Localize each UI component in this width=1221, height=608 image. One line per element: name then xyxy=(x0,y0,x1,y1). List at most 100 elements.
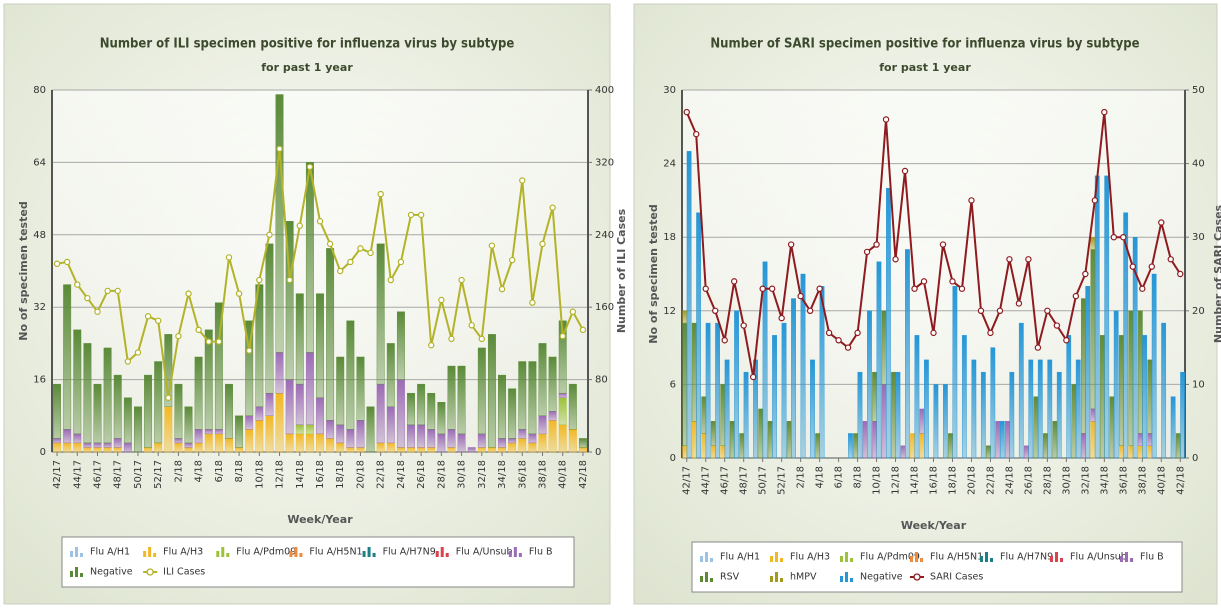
line-marker xyxy=(702,285,709,292)
line-marker xyxy=(721,337,728,344)
bar xyxy=(83,343,92,444)
bar xyxy=(739,433,745,459)
bar xyxy=(1113,310,1119,459)
bar xyxy=(1043,433,1048,459)
bar xyxy=(1137,445,1143,459)
line-marker xyxy=(863,248,871,256)
x-tick-label: 38/18 xyxy=(537,460,548,489)
x-tick-label: 18/18 xyxy=(947,466,958,495)
line-marker xyxy=(337,267,344,275)
bar xyxy=(93,383,102,444)
legend-symbol xyxy=(700,576,703,582)
bar xyxy=(346,429,355,448)
x-axis-label: Week/Year xyxy=(901,519,967,532)
legend-symbol xyxy=(710,578,713,582)
y-axis-label: No of specimen tested xyxy=(17,201,30,340)
legend-symbol xyxy=(440,547,444,557)
bar xyxy=(548,356,557,412)
line-marker xyxy=(175,332,182,340)
y-tick-label: 6 xyxy=(670,379,676,390)
line-marker xyxy=(205,338,212,345)
bar xyxy=(437,433,446,453)
bar xyxy=(815,433,821,459)
legend-symbol xyxy=(710,558,713,562)
bar xyxy=(113,438,122,448)
bar xyxy=(518,438,527,453)
bar xyxy=(1147,445,1153,459)
line-marker xyxy=(968,197,975,204)
bar xyxy=(1123,212,1129,459)
legend-symbol xyxy=(770,576,773,582)
line-marker xyxy=(215,338,223,345)
y-tick-label: 18 xyxy=(663,232,676,243)
bar xyxy=(710,421,716,446)
line-marker xyxy=(256,276,263,284)
legend-label: Flu A/Pdm09 xyxy=(860,552,920,563)
bar xyxy=(528,433,537,444)
bar xyxy=(872,421,877,459)
x-tick-label: 40/18 xyxy=(1156,466,1167,495)
legend-symbol xyxy=(920,558,923,562)
x-tick-label: 32/18 xyxy=(1080,466,1091,495)
line-marker xyxy=(428,342,435,349)
bar xyxy=(682,310,688,324)
bar xyxy=(386,406,395,444)
bar xyxy=(184,406,193,444)
y-tick-label: 12 xyxy=(663,306,676,317)
bar xyxy=(1147,433,1153,446)
legend-symbol xyxy=(985,552,988,562)
bar xyxy=(134,406,142,453)
bar xyxy=(1132,236,1138,459)
line-marker xyxy=(740,322,747,329)
legend-label: Negative xyxy=(90,567,133,578)
bar xyxy=(477,347,486,435)
bar xyxy=(942,384,948,459)
bar xyxy=(447,429,456,448)
bar xyxy=(275,352,284,394)
line-marker xyxy=(844,344,852,351)
bar xyxy=(498,374,506,439)
line-marker xyxy=(397,258,405,266)
bar xyxy=(204,433,213,453)
legend-label: Flu A/Pdm09 xyxy=(236,547,296,558)
line-marker xyxy=(892,256,899,263)
legend-label: Flu A/H1 xyxy=(90,547,130,558)
bar xyxy=(686,151,692,459)
bar xyxy=(184,447,193,453)
x-tick-label: 6/18 xyxy=(834,466,845,488)
bar xyxy=(508,438,517,444)
legend-symbol xyxy=(990,558,993,562)
line-marker xyxy=(930,329,937,337)
line-marker xyxy=(920,278,928,285)
bar xyxy=(895,371,901,459)
legend-symbol xyxy=(518,553,522,557)
line-marker xyxy=(387,276,394,284)
legend-symbol xyxy=(435,551,439,557)
bar xyxy=(1009,371,1015,459)
bar xyxy=(734,310,739,459)
bar xyxy=(356,420,365,448)
bar xyxy=(900,445,906,459)
x-tick-label: 36/18 xyxy=(517,460,528,489)
line-marker xyxy=(185,290,192,297)
chart-title: Number of ILI specimen positive for infl… xyxy=(100,37,515,52)
line-marker xyxy=(882,116,890,123)
bar xyxy=(1028,359,1034,459)
line-marker xyxy=(458,276,465,284)
bar xyxy=(63,284,72,430)
bar xyxy=(948,433,953,459)
x-tick-label: 4/18 xyxy=(194,460,205,482)
bar xyxy=(1024,445,1029,459)
line-marker xyxy=(225,254,233,261)
bar xyxy=(696,212,702,459)
bar xyxy=(386,343,395,407)
bar xyxy=(356,447,365,453)
bar xyxy=(1128,310,1134,446)
y2-tick-label: 0 xyxy=(595,447,601,458)
y2-tick-label: 10 xyxy=(1192,379,1205,390)
bar xyxy=(305,352,314,426)
legend-label: Flu A/H3 xyxy=(790,552,830,563)
bar xyxy=(1047,359,1053,459)
line-marker xyxy=(1139,285,1146,292)
x-tick-label: 48/17 xyxy=(739,466,750,495)
